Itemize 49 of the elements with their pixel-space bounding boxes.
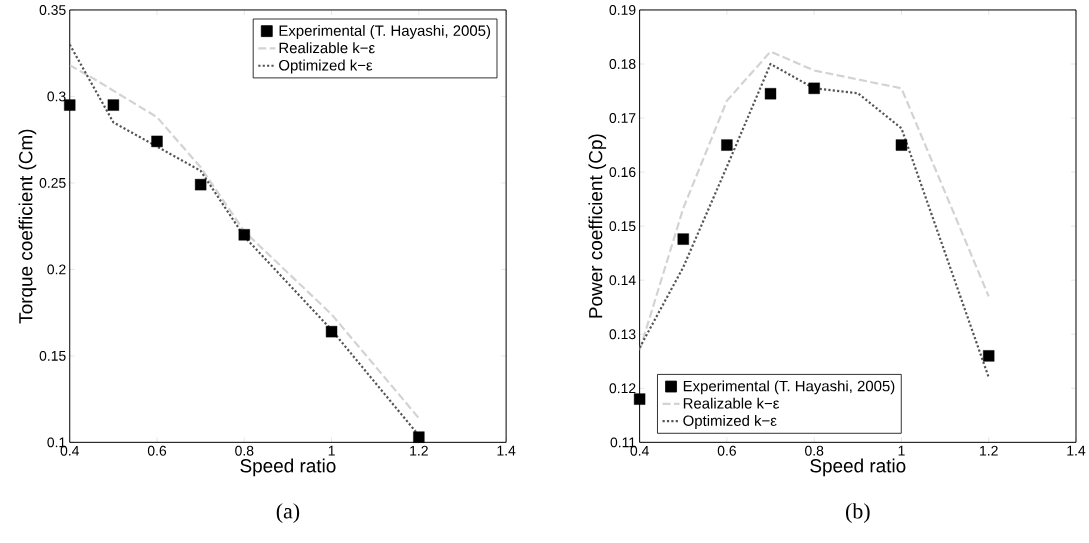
legend-label: Realizable k−ε <box>279 42 375 54</box>
x-axis-title: Speed ratio <box>240 458 336 477</box>
y-tick-label: 0.15 <box>39 350 66 361</box>
text: (a) <box>276 503 300 524</box>
y-tick-label: 0.17 <box>609 113 636 124</box>
legend-label: Experimental (T. Hayashi, 2005) <box>279 25 491 39</box>
point <box>151 135 163 148</box>
point <box>325 325 338 338</box>
y-axis-title: Torque coefficient (Cm) <box>18 129 37 324</box>
y-tick-label: 0.18 <box>609 59 636 69</box>
x-tick-label: 1.2 <box>980 445 998 456</box>
y-tick-label: 0.12 <box>609 383 636 394</box>
point <box>721 139 733 151</box>
y-tick-label: 0.14 <box>609 275 636 286</box>
x-tick-label: 1.4 <box>497 445 516 456</box>
legend-label: Optimized k−ε <box>683 415 777 429</box>
y-axis-title: Power coefficient (Cp) <box>588 134 607 318</box>
point <box>677 233 689 245</box>
x-tick-label: 0.8 <box>235 445 254 456</box>
x-tick-label: 1 <box>898 445 905 456</box>
point <box>413 431 425 443</box>
point <box>895 139 908 151</box>
point <box>983 350 995 362</box>
text: (b) <box>846 503 870 524</box>
y-tick-label: 0.25 <box>39 177 66 188</box>
point <box>808 82 820 95</box>
point <box>633 393 646 405</box>
point <box>238 229 250 241</box>
x-tick-label: 0.8 <box>805 445 824 456</box>
legend-label: Realizable k−ε <box>683 397 780 409</box>
y-tick-label: 0.19 <box>609 5 636 15</box>
x-tick-label: 1 <box>328 445 335 456</box>
y-tick-label: 0.3 <box>47 91 66 102</box>
legend-label: Optimized k−ε <box>279 59 373 74</box>
point <box>107 99 120 111</box>
y-tick-label: 0.35 <box>39 5 66 15</box>
x-tick-label: 1.4 <box>1067 445 1086 456</box>
x-tick-label: 1.2 <box>410 445 428 456</box>
y-tick-label: 0.13 <box>609 329 636 340</box>
y-tick-label: 0.15 <box>609 221 636 232</box>
legend-label: Experimental (T. Hayashi, 2005) <box>683 380 895 395</box>
point <box>64 99 76 111</box>
x-axis-title: Speed ratio <box>810 458 906 477</box>
x-tick-label: 0.6 <box>717 445 736 456</box>
y-tick-label: 0.16 <box>609 167 636 178</box>
y-tick-label: 0.2 <box>47 264 66 275</box>
point <box>194 178 207 191</box>
x-tick-label: 0.6 <box>147 445 167 456</box>
point <box>764 88 777 100</box>
